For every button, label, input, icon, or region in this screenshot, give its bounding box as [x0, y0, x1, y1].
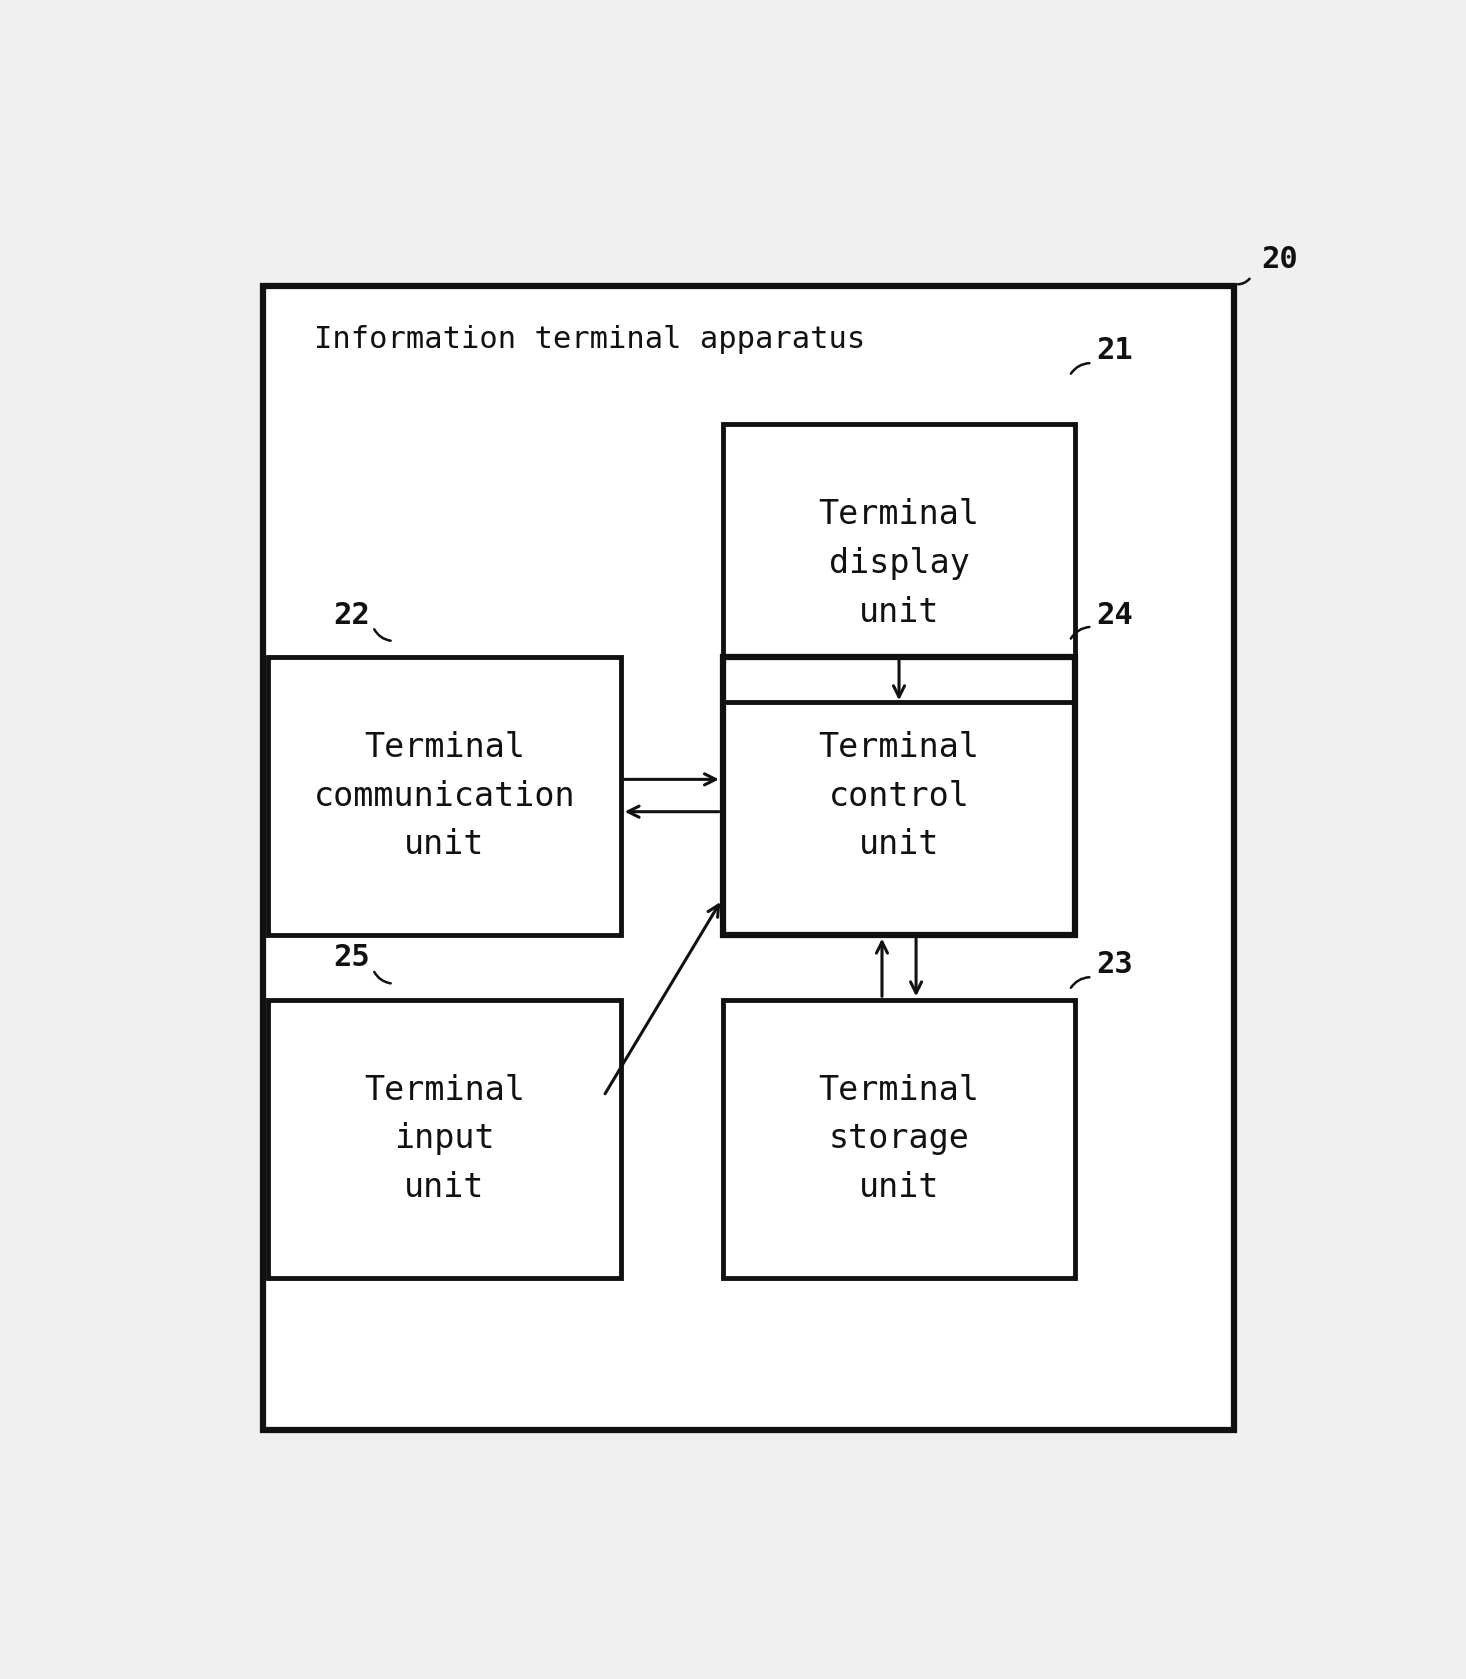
Bar [268, 999, 620, 1278]
Bar [723, 656, 1075, 935]
Bar [723, 425, 1075, 702]
Text: Terminal
display
unit: Terminal display unit [818, 499, 979, 628]
Bar [268, 656, 620, 935]
Text: Information terminal apparatus: Information terminal apparatus [314, 326, 865, 354]
Text: 22: 22 [333, 601, 369, 630]
Bar [723, 999, 1075, 1278]
Text: Terminal
input
unit: Terminal input unit [364, 1073, 525, 1204]
Text: 20: 20 [1261, 245, 1297, 274]
Text: 21: 21 [1097, 336, 1133, 364]
Bar [262, 285, 1234, 1431]
Bar [262, 285, 1234, 1431]
Bar [268, 656, 620, 935]
Bar [723, 999, 1075, 1278]
Text: 23: 23 [1097, 950, 1133, 979]
Bar [268, 999, 620, 1278]
Text: 24: 24 [1097, 601, 1133, 630]
Text: Terminal
control
unit: Terminal control unit [818, 730, 979, 861]
Bar [723, 656, 1075, 935]
Text: Terminal
storage
unit: Terminal storage unit [818, 1073, 979, 1204]
Text: Terminal
communication
unit: Terminal communication unit [314, 730, 575, 861]
Bar [723, 425, 1075, 702]
Text: 25: 25 [333, 944, 369, 972]
